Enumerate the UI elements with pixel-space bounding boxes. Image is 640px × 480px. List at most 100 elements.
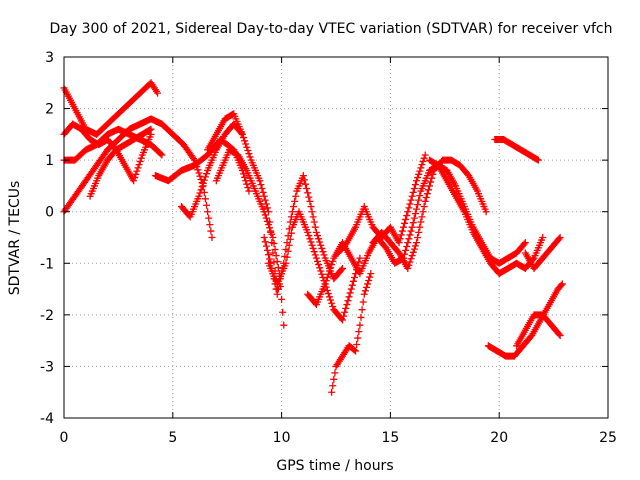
- series-track-13: [328, 270, 375, 396]
- data-point: [346, 289, 354, 297]
- series-track-1: [60, 79, 162, 138]
- data-point: [205, 214, 213, 222]
- data-point: [263, 217, 271, 225]
- data-point: [406, 200, 414, 208]
- data-point: [419, 157, 427, 165]
- data-point: [419, 208, 427, 216]
- data-point: [242, 140, 250, 148]
- data-point: [405, 204, 413, 212]
- data-point: [259, 188, 267, 196]
- data-point: [421, 197, 429, 205]
- x-axis-label: GPS time / hours: [276, 458, 393, 474]
- data-point: [416, 192, 424, 200]
- series-track-18: [491, 136, 542, 164]
- data-point: [414, 201, 422, 209]
- data-point: [347, 285, 355, 293]
- data-point: [200, 176, 208, 184]
- data-point: [324, 270, 332, 278]
- data-point: [256, 177, 264, 185]
- data-point: [314, 232, 322, 240]
- data-point: [303, 185, 311, 193]
- data-point: [417, 164, 425, 172]
- data-point: [199, 179, 207, 187]
- data-point: [241, 173, 249, 181]
- data-point: [135, 161, 143, 169]
- data-point: [356, 321, 364, 329]
- data-point: [330, 375, 338, 383]
- data-point: [402, 215, 410, 223]
- data-point: [337, 266, 345, 274]
- data-point: [348, 281, 356, 289]
- series-track-6: [151, 136, 253, 195]
- data-point: [410, 214, 418, 222]
- data-point: [322, 277, 330, 285]
- data-point: [325, 267, 333, 275]
- x-tick-label: 5: [168, 430, 177, 446]
- data-point: [258, 185, 266, 193]
- data-point: [287, 229, 295, 237]
- data-point: [422, 194, 430, 202]
- y-tick-label: -3: [40, 359, 54, 375]
- data-point: [134, 164, 142, 172]
- data-point: [411, 181, 419, 189]
- data-point: [238, 130, 246, 138]
- data-point: [273, 258, 281, 266]
- data-point: [319, 248, 327, 256]
- data-point: [318, 270, 326, 278]
- data-point: [423, 190, 431, 198]
- data-point: [244, 146, 252, 154]
- data-point: [358, 306, 366, 314]
- data-point: [344, 297, 352, 305]
- data-point: [291, 197, 299, 205]
- data-point: [305, 193, 313, 201]
- series-track-20: [484, 280, 566, 360]
- data-point: [398, 227, 406, 235]
- data-point: [206, 221, 214, 229]
- data-point: [420, 154, 428, 162]
- data-point: [261, 238, 269, 246]
- data-point: [204, 208, 212, 216]
- data-point: [154, 89, 162, 97]
- series-track-11: [265, 208, 364, 324]
- series-track-14: [334, 151, 429, 257]
- data-point: [395, 239, 403, 247]
- data-point: [292, 192, 300, 200]
- series-track-10: [260, 172, 347, 298]
- data-point: [426, 182, 434, 190]
- x-tick-label: 20: [490, 430, 508, 446]
- data-point: [520, 240, 528, 248]
- data-point: [203, 170, 211, 178]
- data-point: [415, 196, 423, 204]
- data-point: [407, 227, 415, 235]
- data-point: [396, 235, 404, 243]
- y-tick-label: -4: [40, 411, 54, 427]
- series-track-15: [369, 156, 490, 272]
- data-point: [147, 130, 155, 138]
- data-point: [280, 321, 288, 329]
- data-point: [158, 151, 166, 159]
- data-point: [320, 251, 328, 259]
- data-point: [415, 228, 423, 236]
- data-point: [534, 156, 542, 164]
- data-point: [409, 219, 417, 227]
- data-point: [316, 238, 324, 246]
- data-point: [424, 186, 432, 194]
- data-point: [403, 243, 411, 251]
- data-point: [307, 203, 315, 211]
- data-point: [405, 261, 413, 269]
- data-point: [410, 245, 418, 253]
- data-point: [305, 232, 313, 240]
- data-point: [314, 257, 322, 265]
- data-point: [407, 196, 415, 204]
- data-point: [306, 197, 314, 205]
- data-point: [132, 170, 140, 178]
- data-point: [366, 273, 374, 281]
- data-point: [421, 151, 429, 159]
- data-point: [413, 177, 421, 185]
- data-point: [418, 213, 426, 221]
- points-layer: [60, 79, 566, 396]
- data-point: [195, 169, 203, 177]
- data-point: [317, 267, 325, 275]
